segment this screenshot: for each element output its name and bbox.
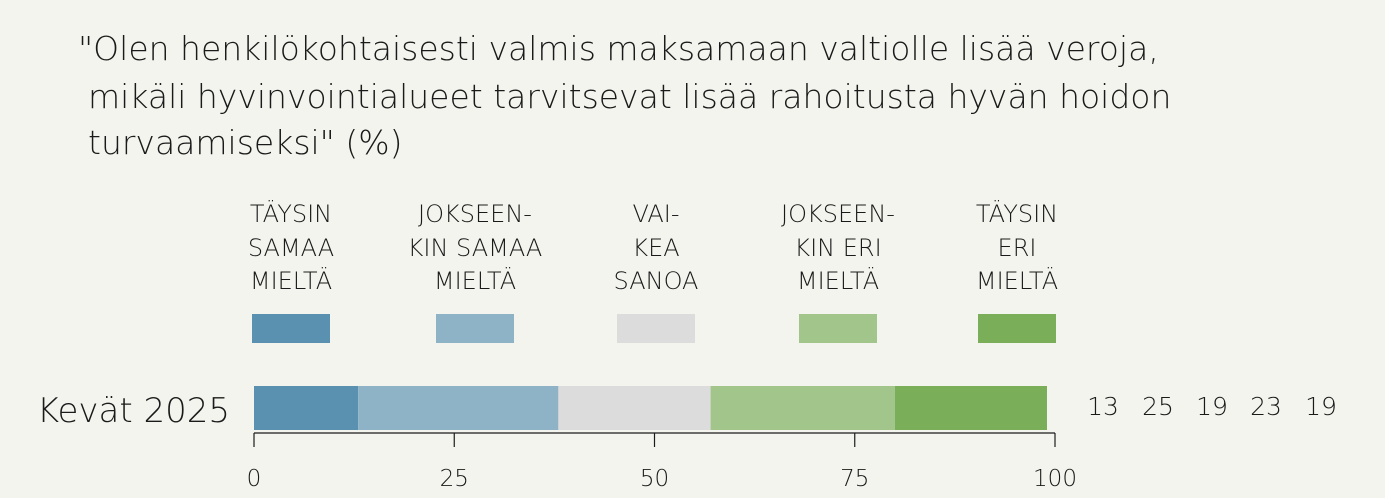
legend-label-5-line-3: MIELTÄ — [976, 265, 1058, 295]
value-label-3: 19 — [1196, 392, 1228, 421]
legend-label-2-line-3: MIELTÄ — [434, 265, 516, 295]
bar-segment-2 — [358, 386, 559, 430]
value-labels: 13 25 19 23 19 — [1087, 392, 1337, 421]
x-tick-label-100: 100 — [1033, 466, 1077, 492]
value-label-4: 23 — [1250, 392, 1282, 421]
bar-stack — [254, 386, 1047, 430]
legend-swatch-5 — [978, 314, 1056, 343]
bar-segment-1 — [254, 386, 359, 430]
legend-label-3-line-2: KEA — [632, 234, 679, 262]
title-line-1: "Olen henkilökohtaisesti valmis maksamaa… — [78, 29, 1159, 68]
bar-segment-4 — [710, 386, 895, 430]
legend-swatch-4 — [799, 314, 877, 343]
x-axis: 0 25 50 75 100 — [247, 432, 1077, 492]
category-label: Kevät 2025 — [37, 391, 230, 431]
bar-segment-5 — [894, 386, 1047, 430]
legend-swatch-2 — [436, 314, 514, 343]
chart-title: "Olen henkilökohtaisesti valmis maksamaa… — [78, 29, 1171, 162]
legend-label-1-line-1: TÄYSIN — [250, 198, 332, 228]
x-tick-label-50: 50 — [640, 466, 669, 492]
legend: TÄYSIN SAMAA MIELTÄ JOKSEEN- KIN SAMAA MIELTÄ… — [248, 198, 1058, 343]
title-line-3: turvaamiseksi" (%) — [88, 123, 402, 162]
value-label-2: 25 — [1142, 392, 1174, 421]
category-labels: Kevät 2025 — [37, 391, 230, 431]
legend-label-4-line-1: JOKSEEN- — [781, 200, 895, 228]
legend-label-1-line-3: MIELTÄ — [250, 265, 332, 295]
legend-label-1-line-2: SAMAA — [248, 234, 334, 262]
legend-swatch-1 — [252, 314, 330, 343]
legend-label-4-line-2: KIN ERI — [794, 234, 881, 262]
legend-label-5-line-1: TÄYSIN — [976, 198, 1058, 228]
x-tick-label-0: 0 — [247, 466, 262, 492]
legend-swatch-3 — [617, 314, 695, 343]
legend-label-3-line-1: VAI- — [632, 200, 679, 228]
legend-label-2-line-1: JOKSEEN- — [418, 200, 532, 228]
bar-segment-3 — [558, 386, 711, 430]
x-tick-label-25: 25 — [440, 466, 469, 492]
legend-label-3-line-3: SANOA — [614, 267, 699, 295]
legend-label-5-line-2: ERI — [998, 234, 1037, 262]
value-label-1: 13 — [1087, 392, 1119, 421]
legend-label-4-line-3: MIELTÄ — [797, 265, 879, 295]
legend-label-2-line-2: KIN SAMAA — [408, 234, 543, 262]
value-label-5: 19 — [1305, 392, 1337, 421]
x-tick-label-75: 75 — [840, 466, 869, 492]
title-line-2: mikäli hyvinvointialueet tarvitsevat lis… — [88, 77, 1171, 116]
